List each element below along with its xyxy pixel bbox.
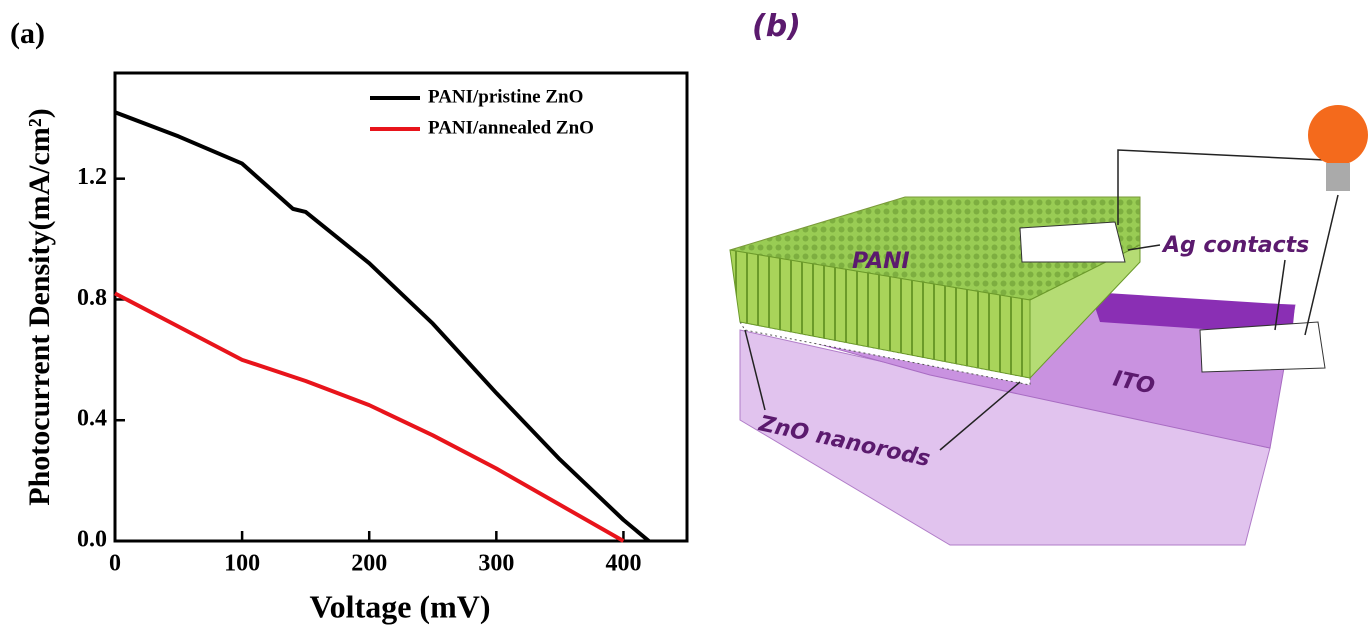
ag-label: Ag contacts bbox=[1161, 233, 1309, 258]
y-tick-label: 1.2 bbox=[77, 164, 107, 190]
ag-contact bbox=[1020, 222, 1125, 262]
x-tick-label: 100 bbox=[224, 551, 260, 577]
y-tick-label: 0.4 bbox=[77, 406, 107, 432]
y-tick-label: 0.0 bbox=[77, 527, 107, 553]
data-line bbox=[115, 293, 623, 541]
x-tick-label: 0 bbox=[109, 551, 121, 577]
y-tick-label: 0.8 bbox=[77, 285, 107, 311]
pani-label: PANI bbox=[852, 249, 910, 274]
x-tick-label: 300 bbox=[478, 551, 514, 577]
wire bbox=[1118, 150, 1325, 225]
legend-label: PANI/pristine ZnO bbox=[428, 86, 583, 107]
legend-label: PANI/annealed ZnO bbox=[428, 117, 594, 138]
figure: (a) Voltage (mV) Photocurrent Density(mA… bbox=[0, 0, 1368, 625]
device-diagram: (b) PANI Ag contacts ITO ZnO nanorods bbox=[730, 9, 1368, 545]
bulb-base bbox=[1326, 163, 1350, 191]
x-axis-label: Voltage (mV) bbox=[310, 588, 491, 624]
chart-panel: (a) Voltage (mV) Photocurrent Density(mA… bbox=[10, 17, 687, 624]
plot-frame bbox=[115, 73, 687, 541]
wire bbox=[1305, 195, 1338, 335]
x-tick-label: 400 bbox=[605, 551, 641, 577]
panel-label: (b) bbox=[752, 9, 801, 44]
bulb bbox=[1308, 105, 1368, 165]
panel-label: (a) bbox=[10, 17, 45, 50]
x-tick-label: 200 bbox=[351, 551, 387, 577]
data-line bbox=[115, 112, 649, 541]
y-axis-label: Photocurrent Density(mA/cm²) bbox=[23, 108, 56, 506]
